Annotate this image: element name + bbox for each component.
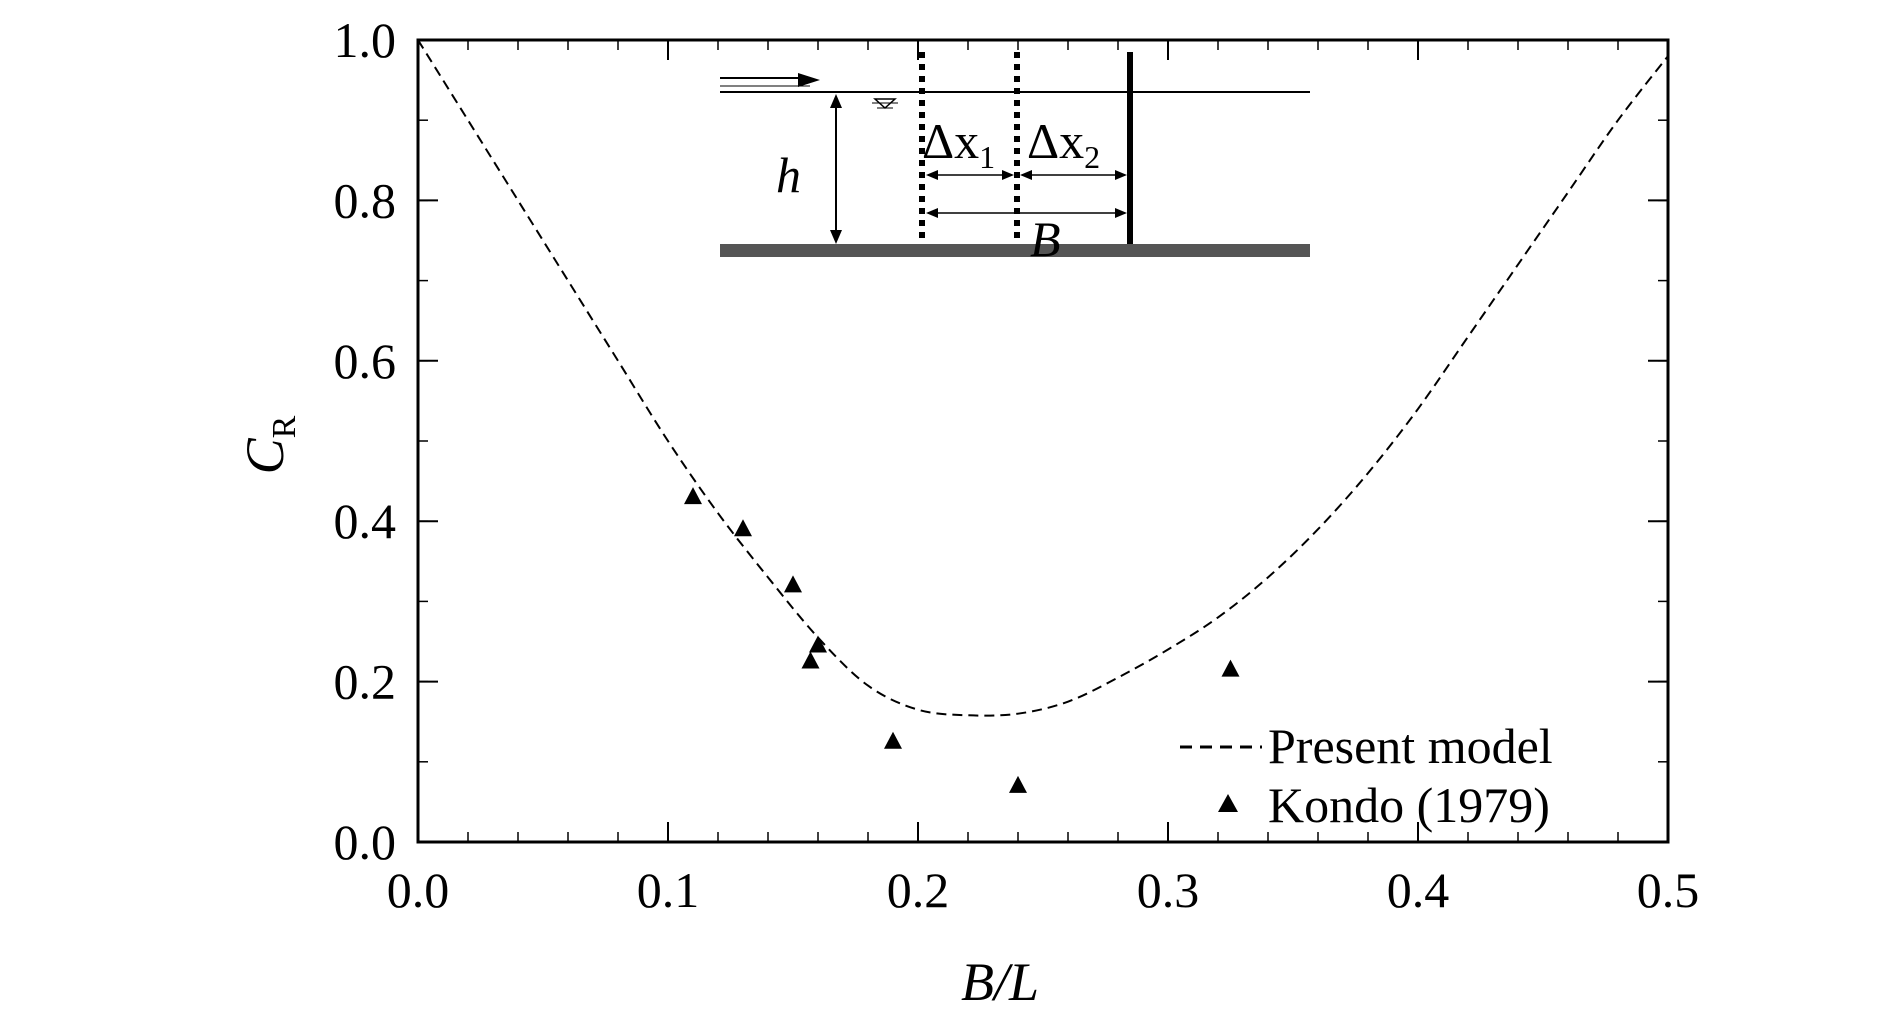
- legend-model-label: Present model: [1268, 718, 1553, 774]
- present-model-curve: [417, 39, 1669, 717]
- y-axis-title: CR: [235, 415, 303, 474]
- axis-ticks: [417, 39, 1669, 843]
- inset-flow-arrow-head: [798, 73, 820, 87]
- x-tick-label: 0.2: [887, 862, 950, 918]
- series-present-model: [417, 39, 1669, 717]
- inset-b-arrow-left: [926, 208, 938, 218]
- axis-tick-labels: 0.0 0.1 0.2 0.3 0.4 0.5 0.0 0.2 0.4 0.6 0.8 1.0: [334, 12, 1700, 918]
- y-tick-label: 0.6: [334, 333, 397, 389]
- inset-seabed: [720, 244, 1310, 257]
- inset-dx1-label: Δx1: [922, 113, 995, 175]
- kondo-point: [684, 487, 702, 505]
- kondo-point: [801, 651, 820, 669]
- x-tick-label: 0.1: [637, 862, 700, 918]
- y-tick-label: 0.4: [334, 493, 397, 549]
- y-axis-title-sub: R: [266, 415, 303, 438]
- inset-water-level-icon: [872, 98, 898, 110]
- y-tick-label: 0.8: [334, 172, 397, 228]
- kondo-point: [784, 575, 802, 593]
- inset-dx1-arrow-right: [1002, 170, 1014, 180]
- x-tick-label: 0.4: [1387, 862, 1450, 918]
- x-tick-label: 0.5: [1637, 862, 1700, 918]
- kondo-point: [1221, 659, 1240, 677]
- kondo-point: [1009, 775, 1027, 793]
- inset-diagram: h Δx1 Δx2 B: [720, 52, 1310, 267]
- legend: Present model Kondo (1979): [1180, 718, 1553, 833]
- inset-dx2-arrow-left: [1020, 170, 1032, 180]
- inset-dx2-arrow-right: [1115, 170, 1127, 180]
- y-axis-title-main: C: [235, 437, 295, 474]
- series-kondo-1979: [684, 487, 1240, 793]
- kondo-point: [809, 635, 827, 653]
- x-axis-title: B/L: [961, 952, 1039, 1012]
- inset-dx1-arrow-left: [926, 170, 938, 180]
- kondo-point: [884, 731, 902, 749]
- x-tick-label: 0.3: [1137, 862, 1200, 918]
- svg-text:CR: CR: [235, 415, 303, 474]
- y-tick-label: 0.2: [334, 654, 397, 710]
- y-tick-label: 0.0: [334, 814, 397, 870]
- legend-kondo-label: Kondo (1979): [1268, 777, 1550, 833]
- inset-depth-arrow-top: [830, 94, 842, 108]
- y-tick-label: 1.0: [334, 12, 397, 68]
- x-tick-label: 0.0: [387, 862, 450, 918]
- legend-kondo-swatch: [1218, 794, 1238, 812]
- inset-b-arrow-right: [1115, 208, 1127, 218]
- inset-b-label: B: [1030, 211, 1061, 267]
- inset-h-label: h: [776, 147, 801, 203]
- kondo-point: [734, 519, 752, 537]
- inset-depth-arrow-bottom: [830, 230, 842, 244]
- inset-dx2-label: Δx2: [1027, 113, 1100, 175]
